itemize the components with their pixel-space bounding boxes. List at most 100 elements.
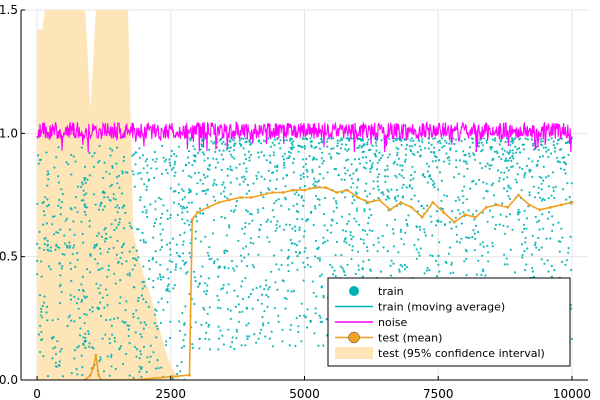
train-point <box>140 177 143 180</box>
train-point <box>449 272 452 275</box>
train-point <box>257 171 260 174</box>
train-point <box>80 220 83 223</box>
train-point <box>367 138 370 141</box>
train-point <box>49 249 52 253</box>
train-point <box>522 223 526 226</box>
train-point <box>242 147 245 150</box>
train-point <box>137 172 140 175</box>
train-point <box>226 308 230 311</box>
train-point <box>335 152 339 155</box>
train-point <box>437 254 440 258</box>
train-point <box>73 295 76 298</box>
train-point <box>95 282 98 285</box>
train-point <box>439 142 442 145</box>
train-point <box>302 165 305 169</box>
train-point <box>501 147 504 151</box>
train-point <box>363 208 366 211</box>
train-point <box>560 148 563 151</box>
train-point <box>450 261 453 264</box>
train-point <box>434 159 437 162</box>
train-point <box>547 138 550 141</box>
train-point <box>241 310 244 313</box>
train-point <box>384 180 387 183</box>
train-point <box>465 257 468 260</box>
train-point <box>511 137 514 141</box>
train-point <box>314 307 317 310</box>
train-point <box>511 141 514 144</box>
train-point <box>131 170 134 173</box>
train-point <box>208 246 211 249</box>
train-point <box>232 267 235 270</box>
train-point <box>210 140 213 143</box>
train-point <box>517 208 520 211</box>
train-point <box>40 275 43 278</box>
train-point <box>426 266 429 269</box>
train-point <box>72 220 75 223</box>
train-point <box>76 258 79 261</box>
train-point <box>498 177 501 180</box>
train-point <box>474 237 477 240</box>
train-point <box>235 328 238 331</box>
train-point <box>113 340 117 343</box>
train-point <box>154 200 157 203</box>
train-point <box>415 257 418 260</box>
train-point <box>184 164 187 167</box>
train-point <box>291 161 295 164</box>
train-point <box>410 198 413 201</box>
train-point <box>248 159 251 162</box>
train-point <box>312 223 315 227</box>
train-point <box>303 230 306 233</box>
train-point <box>395 199 398 202</box>
train-point <box>182 240 185 243</box>
train-point <box>85 192 88 195</box>
train-point <box>542 179 545 182</box>
train-point <box>540 258 543 261</box>
train-point <box>120 262 123 265</box>
train-point <box>314 194 318 198</box>
train-point <box>332 147 335 150</box>
train-point <box>285 297 288 301</box>
train-point <box>521 256 524 259</box>
train-point <box>293 242 296 245</box>
train-point <box>466 236 469 239</box>
y-tick-label: 0.0 <box>0 373 18 387</box>
test-mean-point <box>271 191 274 194</box>
train-point <box>433 152 436 155</box>
test-mean-point <box>188 373 191 377</box>
train-point <box>83 177 86 180</box>
train-point <box>329 231 332 234</box>
train-point <box>531 234 534 237</box>
train-point <box>75 196 78 199</box>
train-point <box>518 166 521 169</box>
train-point <box>244 226 247 229</box>
train-point <box>399 263 402 267</box>
train-point <box>303 266 306 269</box>
train-point <box>538 248 541 251</box>
train-point <box>60 290 63 293</box>
train-point <box>56 340 59 343</box>
train-point <box>274 165 277 168</box>
train-point <box>289 151 292 154</box>
train-point <box>107 264 110 267</box>
train-point <box>101 267 104 270</box>
train-point <box>313 332 316 335</box>
train-point <box>259 285 262 288</box>
train-point <box>316 257 319 260</box>
train-point <box>198 347 201 350</box>
train-point <box>63 242 67 245</box>
train-point <box>564 141 567 144</box>
x-tick-label: 10000 <box>553 387 591 400</box>
train-point <box>177 183 180 186</box>
train-point <box>516 162 519 165</box>
train-point <box>340 215 344 218</box>
train-point <box>96 234 99 237</box>
train-point <box>80 181 83 184</box>
train-point <box>142 239 145 242</box>
train-point <box>132 257 135 260</box>
train-point <box>378 173 381 176</box>
train-point <box>122 227 126 230</box>
train-point <box>246 264 249 268</box>
train-point <box>121 172 124 175</box>
train-point <box>409 179 412 182</box>
train-point <box>521 143 524 146</box>
